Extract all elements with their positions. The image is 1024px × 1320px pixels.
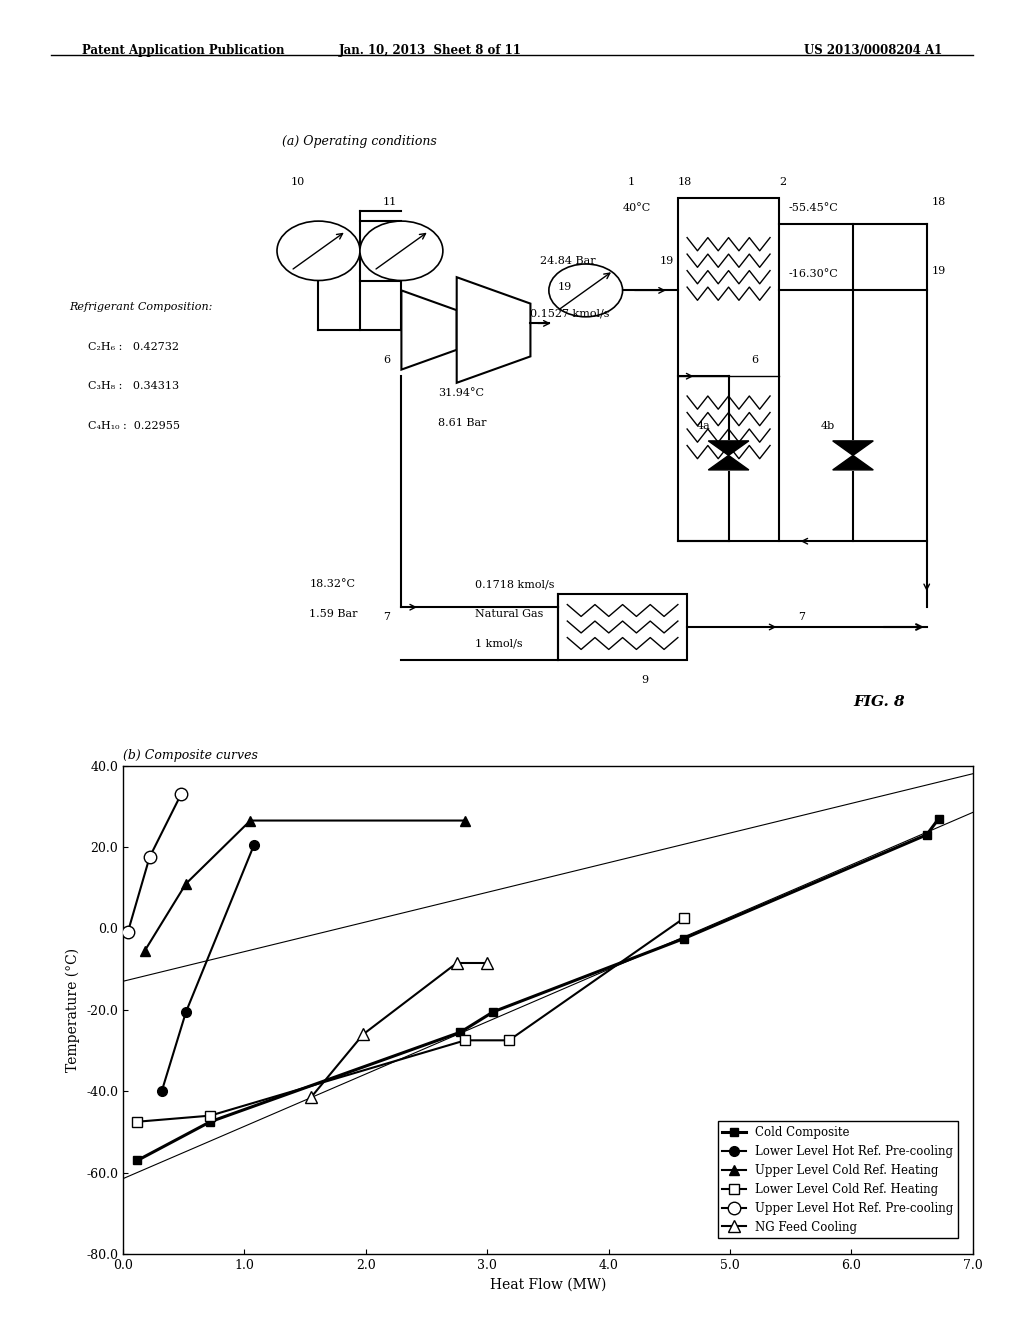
NG Feed Cooling xyxy=(451,956,463,972)
Bar xyxy=(558,594,687,660)
Text: C₂H₆ :   0.42732: C₂H₆ : 0.42732 xyxy=(88,342,179,352)
X-axis label: Heat Flow (MW): Heat Flow (MW) xyxy=(489,1278,606,1291)
Text: 9: 9 xyxy=(641,675,648,685)
Text: -55.45°C: -55.45°C xyxy=(788,203,839,214)
Text: 6: 6 xyxy=(383,355,390,366)
Text: C₄H₁₀ :  0.22955: C₄H₁₀ : 0.22955 xyxy=(88,421,180,432)
Upper Level Cold Ref. Heating xyxy=(244,813,256,829)
Lower Level Hot Ref. Pre-cooling xyxy=(248,837,260,853)
Circle shape xyxy=(276,220,360,281)
Line: Lower Level Cold Ref. Heating: Lower Level Cold Ref. Heating xyxy=(132,913,689,1126)
Cold Composite xyxy=(204,1114,216,1130)
Text: 19: 19 xyxy=(558,282,572,293)
Polygon shape xyxy=(709,455,749,470)
Polygon shape xyxy=(457,277,530,383)
Text: US 2013/0008204 A1: US 2013/0008204 A1 xyxy=(804,44,942,57)
Text: 7: 7 xyxy=(383,612,390,623)
Cold Composite xyxy=(487,1005,500,1020)
Lower Level Cold Ref. Heating xyxy=(459,1032,471,1048)
Text: 0.1527 kmol/s: 0.1527 kmol/s xyxy=(530,309,610,319)
Text: 18: 18 xyxy=(932,197,945,207)
Upper Level Cold Ref. Heating xyxy=(459,813,471,829)
Polygon shape xyxy=(709,441,749,455)
Upper Level Cold Ref. Heating xyxy=(180,875,193,891)
Upper Level Hot Ref. Pre-cooling xyxy=(122,924,134,940)
Text: C₃H₈ :   0.34313: C₃H₈ : 0.34313 xyxy=(88,381,179,392)
Text: 31.94°C: 31.94°C xyxy=(438,388,484,399)
Text: (b) Composite curves: (b) Composite curves xyxy=(123,748,258,762)
Text: Natural Gas: Natural Gas xyxy=(475,609,544,619)
NG Feed Cooling xyxy=(357,1027,370,1043)
Line: Upper Level Hot Ref. Pre-cooling: Upper Level Hot Ref. Pre-cooling xyxy=(122,788,187,939)
NG Feed Cooling xyxy=(305,1089,317,1105)
Polygon shape xyxy=(833,455,873,470)
Text: (a) Operating conditions: (a) Operating conditions xyxy=(282,135,436,148)
Cold Composite xyxy=(131,1152,143,1168)
Text: 11: 11 xyxy=(383,197,397,207)
Upper Level Cold Ref. Heating xyxy=(138,942,151,958)
Text: 40°C: 40°C xyxy=(623,203,651,214)
Text: 18.32°C: 18.32°C xyxy=(309,579,355,590)
Text: 10: 10 xyxy=(291,177,305,187)
Text: 1 kmol/s: 1 kmol/s xyxy=(475,639,523,649)
Lower Level Hot Ref. Pre-cooling xyxy=(180,1005,193,1020)
Bar xyxy=(678,198,779,541)
Lower Level Hot Ref. Pre-cooling xyxy=(156,1084,168,1100)
Lower Level Cold Ref. Heating xyxy=(678,911,690,927)
Polygon shape xyxy=(833,441,873,455)
Text: 4b: 4b xyxy=(821,421,835,432)
Text: 1: 1 xyxy=(628,177,634,187)
Text: 6: 6 xyxy=(752,355,759,366)
Legend: Cold Composite, Lower Level Hot Ref. Pre-cooling, Upper Level Cold Ref. Heating,: Cold Composite, Lower Level Hot Ref. Pre… xyxy=(718,1122,958,1238)
Upper Level Hot Ref. Pre-cooling xyxy=(143,849,156,865)
Circle shape xyxy=(549,264,623,317)
Circle shape xyxy=(360,220,442,281)
Upper Level Hot Ref. Pre-cooling xyxy=(175,787,187,803)
Y-axis label: Temperature (°C): Temperature (°C) xyxy=(67,948,81,1072)
Text: 2: 2 xyxy=(779,177,786,187)
Cold Composite xyxy=(678,931,690,946)
Text: 19: 19 xyxy=(932,265,945,276)
Lower Level Cold Ref. Heating xyxy=(503,1032,515,1048)
Text: Patent Application Publication: Patent Application Publication xyxy=(82,44,285,57)
Text: 8.61 Bar: 8.61 Bar xyxy=(438,417,486,428)
Cold Composite xyxy=(933,810,945,826)
Text: 0.1718 kmol/s: 0.1718 kmol/s xyxy=(475,579,555,590)
Line: Cold Composite: Cold Composite xyxy=(133,814,943,1164)
Lower Level Cold Ref. Heating xyxy=(204,1107,216,1123)
Text: 4a: 4a xyxy=(696,421,710,432)
Lower Level Cold Ref. Heating xyxy=(131,1114,143,1130)
Text: 7: 7 xyxy=(798,612,805,623)
Line: NG Feed Cooling: NG Feed Cooling xyxy=(305,957,493,1104)
Text: -16.30°C: -16.30°C xyxy=(788,269,839,280)
Text: Jan. 10, 2013  Sheet 8 of 11: Jan. 10, 2013 Sheet 8 of 11 xyxy=(339,44,521,57)
NG Feed Cooling xyxy=(481,956,494,972)
Cold Composite xyxy=(921,826,933,842)
Cold Composite xyxy=(455,1024,467,1040)
Polygon shape xyxy=(401,290,457,370)
Line: Lower Level Hot Ref. Pre-cooling: Lower Level Hot Ref. Pre-cooling xyxy=(157,840,259,1096)
Text: Refrigerant Composition:: Refrigerant Composition: xyxy=(70,302,213,313)
Text: FIG. 8: FIG. 8 xyxy=(853,696,904,709)
Text: 1.59 Bar: 1.59 Bar xyxy=(309,609,357,619)
Text: 19: 19 xyxy=(659,256,674,267)
Text: 18: 18 xyxy=(678,177,692,187)
Text: 24.84 Bar: 24.84 Bar xyxy=(540,256,595,267)
Line: Upper Level Cold Ref. Heating: Upper Level Cold Ref. Heating xyxy=(140,816,470,956)
